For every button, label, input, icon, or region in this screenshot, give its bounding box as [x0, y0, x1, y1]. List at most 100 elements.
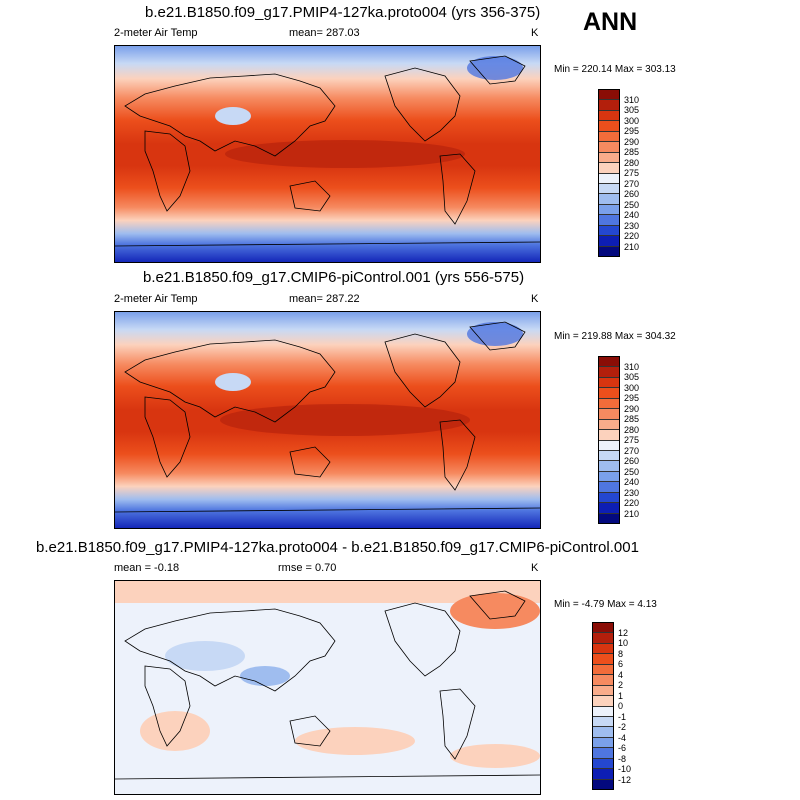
panel-1-title: b.e21.B1850.f09_g17.PMIP4-127ka.proto004… [145, 4, 541, 21]
colorbar-swatch [593, 727, 613, 738]
colorbar-tick-label: 310 [624, 94, 640, 105]
colorbar-tick-label: 4 [618, 669, 624, 680]
colorbar-tick-label: 310 [624, 361, 640, 372]
colorbar-swatch [599, 236, 619, 247]
season-label: ANN [583, 8, 638, 36]
colorbar-swatch [599, 513, 619, 523]
panel-2-map-svg [115, 312, 540, 528]
colorbar-tick-label: 270 [624, 178, 640, 189]
colorbar-tick-label: 250 [624, 466, 640, 477]
colorbar-tick-label: -10 [618, 764, 632, 774]
colorbar-tick-label: 12 [618, 627, 629, 638]
colorbar-tick-label: 285 [624, 147, 640, 157]
panel-1-coastlines [115, 55, 540, 247]
panel-2-map [114, 311, 541, 529]
tibet-cold-spot [215, 107, 251, 125]
colorbar-swatch [593, 664, 613, 676]
panel-2-minmax: Min = 219.88 Max = 304.32 [554, 331, 676, 342]
colorbar-swatch [593, 675, 613, 686]
colorbar-tick-label: 285 [624, 414, 640, 424]
colorbar-tick-label: 295 [624, 393, 640, 403]
colorbar-swatch [593, 758, 613, 770]
colorbar-swatch [593, 779, 613, 789]
colorbar-swatch [599, 503, 619, 514]
colorbar-tick-label: 270 [624, 445, 640, 456]
colorbar-swatch [599, 471, 619, 483]
colorbar-swatch [599, 357, 619, 368]
colorbar-swatch [599, 152, 619, 164]
colorbar-swatch [599, 440, 619, 451]
colorbar-tick-label: -4 [618, 732, 627, 743]
colorbar-swatch [599, 183, 619, 195]
colorbar-swatch [599, 482, 619, 493]
colorbar-tick-label: 275 [624, 168, 640, 178]
colorbar-tick-label: 6 [618, 659, 624, 669]
colorbar-tick-label: 305 [624, 372, 640, 382]
colorbar-swatch [599, 409, 619, 420]
colorbar-tick-label: 230 [624, 220, 640, 231]
colorbar-tick-label: 220 [624, 231, 640, 241]
colorbar-swatch [599, 388, 619, 399]
panel-2-units-label: K [531, 293, 539, 305]
colorbar-swatch [599, 194, 619, 205]
colorbar-swatch [599, 246, 619, 256]
colorbar-tick-label: -1 [618, 711, 627, 722]
panel-3-rmse-label: rmse = 0.70 [278, 562, 337, 574]
colorbar-swatch [593, 654, 613, 665]
panel-3-map-svg [115, 581, 540, 794]
colorbar-swatch [599, 450, 619, 462]
panel-1-map [114, 45, 541, 263]
colorbar-tick-label: 260 [624, 456, 640, 466]
panel-2-title: b.e21.B1850.f09_g17.CMIP6-piControl.001 … [143, 269, 525, 286]
colorbar-swatch [599, 430, 619, 441]
colorbar-tick-label: 280 [624, 157, 640, 168]
panel-1-minmax: Min = 220.14 Max = 303.13 [554, 64, 676, 75]
colorbar-tick-label: 210 [624, 508, 640, 519]
colorbar-swatch [593, 769, 613, 780]
colorbar-swatch [593, 623, 613, 634]
colorbar-swatch [593, 706, 613, 717]
colorbar-tick-label: 210 [624, 241, 640, 252]
colorbar-swatch [599, 163, 619, 174]
colorbar-swatch [593, 685, 613, 697]
panel-3-map [114, 580, 541, 795]
colorbar-swatch [599, 398, 619, 410]
colorbar-swatch [599, 121, 619, 132]
panel-3-units-label: K [531, 562, 539, 574]
panel-1-map-svg [115, 46, 540, 262]
colorbar-swatch [593, 748, 613, 759]
panel-3-minmax: Min = -4.79 Max = 4.13 [554, 599, 657, 610]
colorbar-tick-label: 305 [624, 105, 640, 115]
colorbar-tick-label: 300 [624, 115, 640, 126]
colorbar-tick-label: 240 [624, 210, 640, 220]
colorbar-tick-label: 300 [624, 382, 640, 393]
panel-3-title: b.e21.B1850.f09_g17.PMIP4-127ka.proto004… [36, 539, 639, 556]
colorbar-tick-label: -8 [618, 753, 627, 764]
colorbar-swatch [593, 696, 613, 707]
colorbar-swatch [599, 461, 619, 472]
colorbar-tick-label: 230 [624, 487, 640, 498]
colorbar-tick-label: 275 [624, 435, 640, 445]
colorbar-swatch [599, 367, 619, 378]
colorbar-swatch [599, 142, 619, 153]
colorbar-tick-label: 220 [624, 498, 640, 508]
panel-1-colorbar [598, 89, 620, 257]
colorbar-swatch [599, 225, 619, 237]
colorbar-tick-label: 290 [624, 136, 640, 147]
panel-3-mean-label: mean = -0.18 [114, 562, 180, 574]
panel-2-mean-label: mean= 287.22 [289, 293, 360, 305]
colorbar-swatch [599, 215, 619, 226]
panel-2-colorbar [598, 356, 620, 524]
colorbar-swatch [599, 492, 619, 504]
colorbar-tick-label: 0 [618, 701, 624, 711]
colorbar-swatch [599, 100, 619, 111]
colorbar-tick-label: 260 [624, 189, 640, 199]
panel-3-coastlines [115, 590, 540, 780]
colorbar-tick-label: 1 [618, 690, 624, 701]
panel-1-variable-label: 2-meter Air Temp [114, 27, 198, 39]
colorbar-tick-label: 10 [618, 638, 629, 648]
colorbar-swatch [599, 419, 619, 431]
colorbar-tick-label: 280 [624, 424, 640, 435]
colorbar-tick-label: -2 [618, 722, 627, 732]
colorbar-tick-label: -6 [618, 743, 627, 753]
